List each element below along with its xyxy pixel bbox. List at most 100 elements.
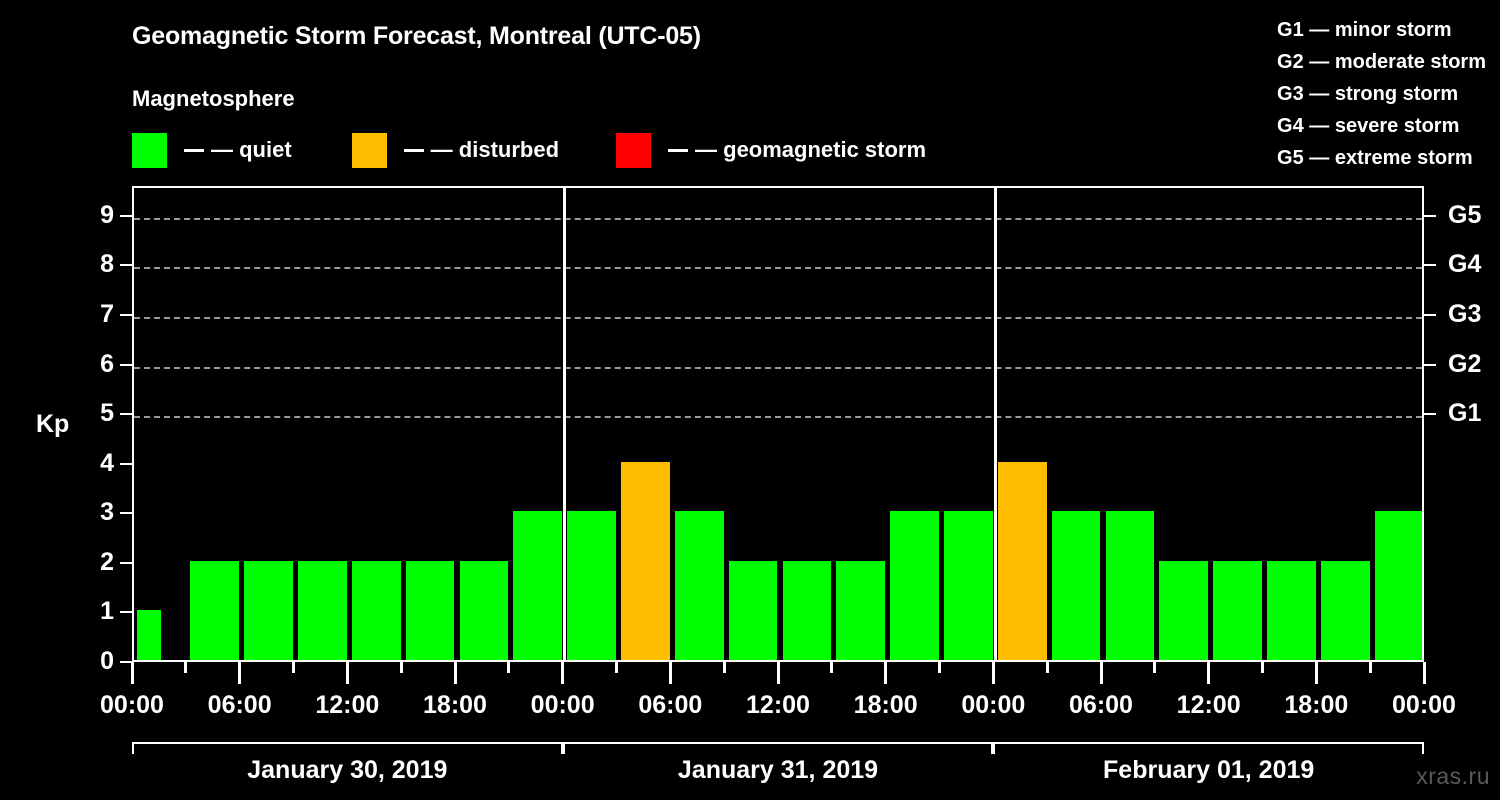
bar[interactable] [782, 560, 832, 660]
x-tick-label-8: 00:00 [530, 691, 595, 719]
x-tick-label-16: 00:00 [961, 691, 1026, 719]
g-scale-row-g3: G3 — strong storm [1277, 83, 1459, 105]
g-tick-label-g3: G3 [1448, 299, 1482, 328]
legend-dash-icon [668, 148, 689, 152]
gridline-kp-6 [134, 366, 1422, 369]
bar[interactable] [244, 560, 293, 660]
g-tick-label-g5: G5 [1448, 200, 1482, 229]
x-tick-label-2: 06:00 [207, 691, 272, 719]
x-tick-minor-17 [1045, 662, 1049, 673]
g-tick-mark-g2 [1424, 363, 1436, 366]
day-bracket-3 [993, 742, 1424, 754]
legend-label-geomagnetic-storm: — geomagnetic storm [695, 137, 927, 162]
x-tick-major-0 [130, 662, 134, 684]
bar[interactable] [136, 610, 161, 660]
bar[interactable] [1159, 560, 1209, 660]
x-tick-minor-13 [830, 662, 834, 673]
y-tick-mark-8 [120, 264, 132, 267]
legend-swatch-disturbed-icon [351, 132, 387, 168]
x-tick-minor-11 [722, 662, 726, 673]
gridline-kp-7 [134, 316, 1422, 319]
y-tick-mark-5 [120, 413, 132, 416]
bar[interactable] [836, 560, 886, 660]
g-tick-label-g1: G1 [1448, 399, 1482, 428]
x-tick-major-18 [1099, 662, 1103, 684]
x-tick-minor-3 [292, 662, 295, 673]
x-tick-major-2 [238, 662, 242, 684]
legend-label-disturbed: — disturbed [430, 137, 560, 162]
bar[interactable] [190, 560, 240, 660]
legend-heading: Magnetosphere [132, 86, 295, 111]
day-bracket-2 [562, 742, 994, 754]
bar[interactable] [1320, 560, 1370, 660]
x-tick-minor-7 [507, 662, 511, 673]
x-tick-label-6: 18:00 [423, 691, 487, 719]
bar[interactable] [459, 560, 509, 660]
chart-plot-inner [134, 188, 1422, 660]
x-tick-label-0: 00:00 [100, 691, 164, 719]
x-tick-minor-5 [399, 662, 403, 673]
x-tick-major-14 [884, 662, 888, 684]
legend-item-disturbed: — disturbed [351, 132, 560, 168]
y-tick-label-3: 3 [100, 498, 114, 527]
legend-item-geomagnetic-storm: — geomagnetic storm [616, 132, 927, 168]
y-tick-label-0: 0 [100, 647, 114, 675]
bar[interactable] [567, 511, 616, 660]
page-title: Geomagnetic Storm Forecast, Montreal (UT… [132, 22, 701, 50]
magnetosphere-legend: — quiet — disturbed — geomagnetic storm [132, 132, 926, 168]
day-divider [563, 188, 567, 660]
y-tick-label-1: 1 [100, 597, 114, 626]
g-scale-row-g2: G2 — moderate storm [1277, 51, 1486, 73]
x-tick-minor-23 [1368, 662, 1372, 673]
x-tick-minor-15 [938, 662, 941, 673]
x-tick-major-22 [1314, 662, 1318, 684]
y-tick-mark-4 [120, 462, 132, 465]
legend-swatch-storm-icon [616, 132, 652, 168]
bar[interactable] [997, 461, 1047, 660]
legend-dash-icon [403, 148, 424, 152]
x-tick-major-20 [1207, 662, 1211, 684]
bar[interactable] [1267, 560, 1316, 660]
x-tick-label-4: 12:00 [315, 691, 380, 719]
g-tick-mark-g3 [1424, 313, 1436, 316]
bar[interactable] [405, 560, 455, 660]
y-tick-label-4: 4 [100, 448, 114, 477]
bar[interactable] [351, 560, 401, 660]
y-axis-title: Kp [36, 410, 70, 438]
g-tick-label-g2: G2 [1448, 349, 1482, 378]
bar[interactable] [944, 511, 993, 660]
legend-dash-icon [184, 148, 204, 152]
bar[interactable] [890, 511, 939, 660]
x-tick-label-18: 06:00 [1069, 691, 1133, 719]
bar[interactable] [621, 461, 670, 660]
x-tick-major-10 [668, 662, 672, 684]
bar[interactable] [1374, 511, 1422, 660]
watermark: xras.ru [1416, 763, 1490, 789]
y-tick-mark-1 [120, 611, 132, 614]
y-tick-label-5: 5 [100, 399, 114, 428]
x-tick-label-20: 12:00 [1176, 691, 1241, 719]
x-tick-label-14: 18:00 [853, 691, 918, 719]
bar[interactable] [298, 560, 347, 660]
y-tick-mark-6 [120, 363, 132, 366]
bar[interactable] [513, 511, 563, 660]
g-tick-mark-g4 [1424, 264, 1436, 267]
bar[interactable] [674, 511, 724, 660]
legend-item-quiet: — quiet [132, 132, 292, 168]
g-scale-legend: G1 — minor storm G2 — moderate storm G3 … [1277, 14, 1486, 174]
g-tick-label-g4: G4 [1448, 250, 1482, 279]
y-tick-mark-9 [120, 214, 132, 217]
bar[interactable] [1105, 511, 1155, 660]
bar[interactable] [1051, 511, 1101, 660]
chart-plot-area [132, 186, 1424, 662]
bar[interactable] [728, 560, 778, 660]
legend-swatch-quiet-icon [132, 132, 167, 168]
y-tick-label-2: 2 [100, 547, 114, 576]
bar[interactable] [1213, 560, 1262, 660]
x-tick-major-12 [776, 662, 780, 684]
y-tick-mark-7 [120, 313, 132, 316]
y-tick-mark-0 [120, 661, 132, 663]
gridline-kp-8 [134, 267, 1422, 270]
x-tick-label-12: 12:00 [746, 691, 810, 719]
x-tick-major-6 [453, 662, 457, 684]
